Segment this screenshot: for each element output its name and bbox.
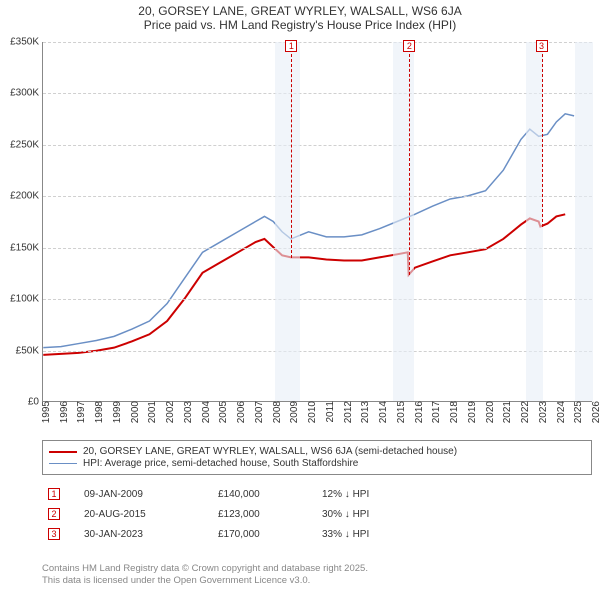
sale-marker: 2: [403, 40, 415, 52]
x-axis-tick-label: 2019: [465, 401, 478, 423]
sale-marker-line: [291, 54, 292, 258]
x-axis-tick-label: 2016: [412, 401, 425, 423]
sale-marker-line: [542, 54, 543, 227]
sale-marker: 3: [536, 40, 548, 52]
x-axis-tick-label: 1998: [92, 401, 105, 423]
y-gridline: [43, 351, 592, 352]
x-axis-tick-label: 2026: [589, 401, 600, 423]
legend-row: 20, GORSEY LANE, GREAT WYRLEY, WALSALL, …: [49, 446, 585, 457]
footer-attribution: Contains HM Land Registry data © Crown c…: [42, 563, 368, 586]
sale-row-delta: 30% ↓ HPI: [322, 509, 422, 520]
x-axis-tick-label: 2024: [554, 401, 567, 423]
chart-title-line2: Price paid vs. HM Land Registry's House …: [0, 18, 600, 36]
x-axis-tick-label: 2000: [128, 401, 141, 423]
series-line-hpi: [43, 114, 574, 348]
x-axis-tick-label: 1999: [110, 401, 123, 423]
legend-label: HPI: Average price, semi-detached house,…: [83, 458, 358, 469]
y-gridline: [43, 93, 592, 94]
sale-row-delta: 33% ↓ HPI: [322, 529, 422, 540]
x-axis-tick-label: 2009: [287, 401, 300, 423]
sale-row-marker: 2: [48, 508, 60, 520]
y-gridline: [43, 196, 592, 197]
chart-title-line1: 20, GORSEY LANE, GREAT WYRLEY, WALSALL, …: [0, 0, 600, 18]
x-axis-tick-label: 2002: [163, 401, 176, 423]
footer-line1: Contains HM Land Registry data © Crown c…: [42, 563, 368, 574]
sale-row-price: £140,000: [218, 489, 298, 500]
sale-row-price: £170,000: [218, 529, 298, 540]
x-axis-tick-label: 2003: [181, 401, 194, 423]
y-axis-tick-label: £200K: [10, 191, 43, 202]
sales-table: 1 09-JAN-2009 £140,000 12% ↓ HPI 2 20-AUG-201…: [42, 484, 592, 544]
legend-label: 20, GORSEY LANE, GREAT WYRLEY, WALSALL, …: [83, 446, 457, 457]
x-axis-tick-label: 2020: [483, 401, 496, 423]
chart-plot-area: £0£50K£100K£150K£200K£250K£300K£350K1995…: [42, 42, 592, 402]
shaded-band: [393, 42, 414, 401]
y-gridline: [43, 299, 592, 300]
y-axis-tick-label: £100K: [10, 294, 43, 305]
sale-row-marker: 1: [48, 488, 60, 500]
sale-row: 1 09-JAN-2009 £140,000 12% ↓ HPI: [42, 484, 592, 504]
sale-marker: 1: [285, 40, 297, 52]
x-axis-tick-label: 2022: [518, 401, 531, 423]
x-axis-tick-label: 2010: [305, 401, 318, 423]
x-axis-tick-label: 1995: [39, 401, 52, 423]
x-axis-tick-label: 2025: [571, 401, 584, 423]
x-axis-tick-label: 2012: [341, 401, 354, 423]
x-axis-tick-label: 2001: [145, 401, 158, 423]
sale-row-date: 09-JAN-2009: [84, 489, 194, 500]
y-gridline: [43, 248, 592, 249]
shaded-band: [275, 42, 300, 401]
y-axis-tick-label: £150K: [10, 242, 43, 253]
x-axis-tick-label: 2007: [252, 401, 265, 423]
x-axis-tick-label: 2021: [500, 401, 513, 423]
x-axis-tick-label: 2018: [447, 401, 460, 423]
shaded-band: [575, 42, 593, 401]
legend-row: HPI: Average price, semi-detached house,…: [49, 458, 585, 469]
x-axis-tick-label: 2006: [234, 401, 247, 423]
legend-swatch: [49, 451, 77, 453]
sale-row: 2 20-AUG-2015 £123,000 30% ↓ HPI: [42, 504, 592, 524]
x-axis-tick-label: 2004: [199, 401, 212, 423]
x-axis-tick-label: 2023: [536, 401, 549, 423]
sale-row-price: £123,000: [218, 509, 298, 520]
y-axis-tick-label: £350K: [10, 37, 43, 48]
x-axis-tick-label: 1996: [57, 401, 70, 423]
y-axis-tick-label: £50K: [16, 345, 43, 356]
y-gridline: [43, 42, 592, 43]
sale-row-date: 30-JAN-2023: [84, 529, 194, 540]
x-axis-tick-label: 2015: [394, 401, 407, 423]
sale-row-delta: 12% ↓ HPI: [322, 489, 422, 500]
legend-swatch: [49, 463, 77, 464]
sale-row-date: 20-AUG-2015: [84, 509, 194, 520]
x-axis-tick-label: 2013: [358, 401, 371, 423]
x-axis-tick-label: 1997: [74, 401, 87, 423]
x-axis-tick-label: 2014: [376, 401, 389, 423]
x-axis-tick-label: 2005: [216, 401, 229, 423]
sale-row-marker: 3: [48, 528, 60, 540]
footer-line2: This data is licensed under the Open Gov…: [42, 575, 368, 586]
sale-marker-line: [409, 54, 410, 275]
y-axis-tick-label: £250K: [10, 139, 43, 150]
y-gridline: [43, 145, 592, 146]
legend-box: 20, GORSEY LANE, GREAT WYRLEY, WALSALL, …: [42, 440, 592, 475]
sale-row: 3 30-JAN-2023 £170,000 33% ↓ HPI: [42, 524, 592, 544]
x-axis-tick-label: 2008: [270, 401, 283, 423]
x-axis-tick-label: 2017: [429, 401, 442, 423]
y-axis-tick-label: £300K: [10, 88, 43, 99]
x-axis-tick-label: 2011: [323, 401, 336, 423]
chart-lines-svg: [43, 42, 592, 401]
